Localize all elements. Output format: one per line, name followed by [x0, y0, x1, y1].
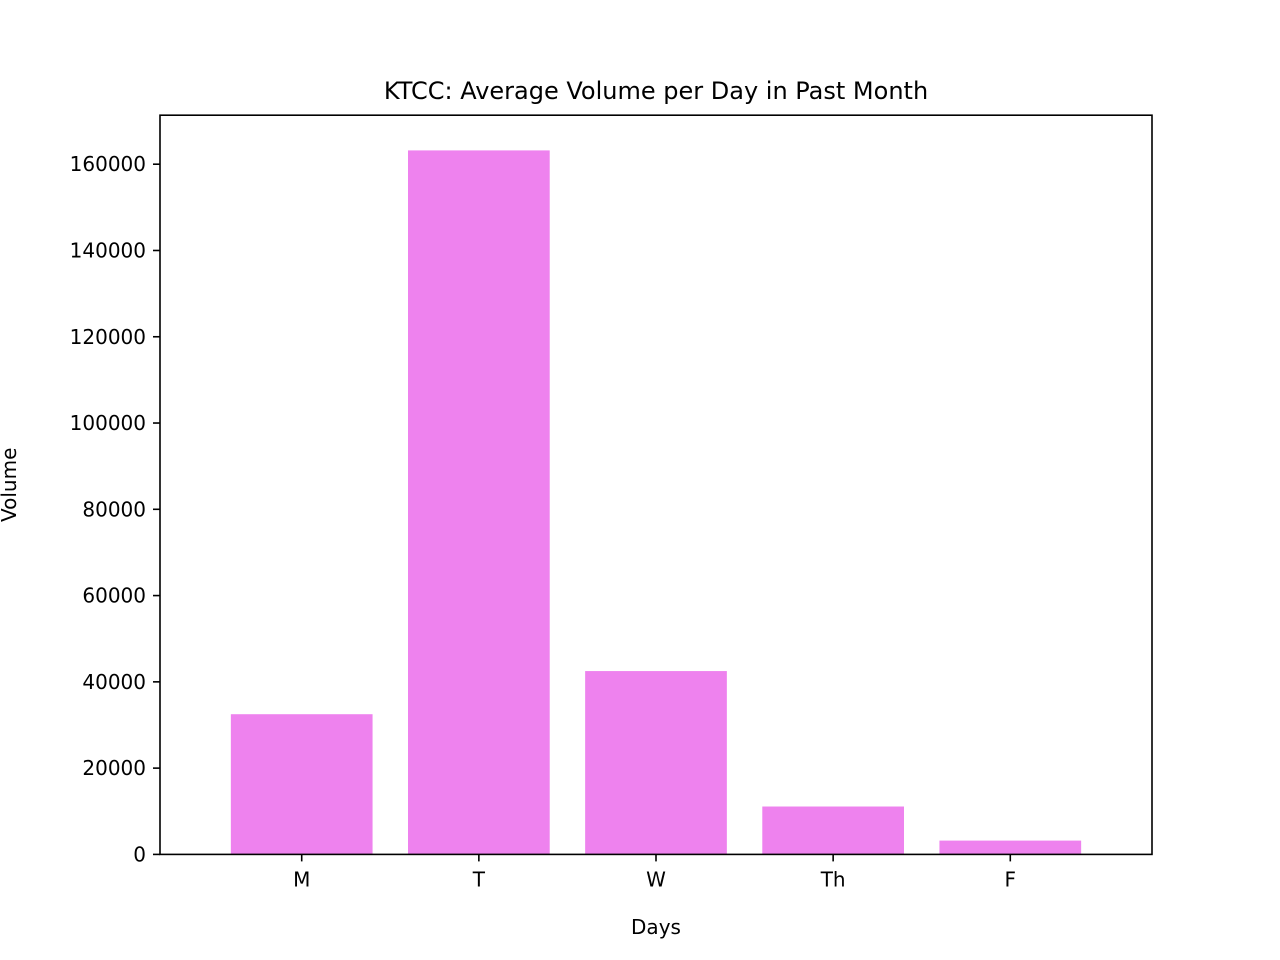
x-axis-label: Days — [631, 915, 681, 939]
y-tick-label: 80000 — [82, 497, 146, 521]
bar-th — [762, 806, 904, 855]
y-tick-label: 100000 — [70, 411, 146, 435]
plot-frame — [159, 114, 1153, 856]
y-tick-label: 140000 — [70, 238, 146, 262]
bar-m — [230, 714, 373, 855]
y-tick-label: 20000 — [82, 756, 146, 780]
x-axis-ticks: M T W Th F — [293, 854, 1016, 891]
bar-f — [939, 840, 1082, 855]
x-tick-label: F — [1005, 867, 1017, 891]
y-tick-label: 120000 — [70, 325, 146, 349]
y-tick-label: 0 — [133, 842, 146, 866]
y-axis-label: Volume — [0, 448, 21, 522]
y-tick-label: 60000 — [82, 584, 146, 608]
x-tick-label: M — [293, 867, 310, 891]
bar-w — [585, 671, 727, 855]
x-tick-label: T — [472, 867, 486, 891]
y-axis-ticks: 0 20000 40000 60000 80000 100000 120000 140000 1… — [70, 152, 160, 866]
y-tick-label: 40000 — [82, 670, 146, 694]
bars-group — [230, 150, 1082, 855]
y-tick-label: 160000 — [70, 152, 146, 176]
bar-t — [408, 150, 550, 855]
x-tick-label: W — [646, 867, 666, 891]
x-tick-label: Th — [820, 867, 846, 891]
chart-title: KTCC: Average Volume per Day in Past Mon… — [384, 77, 928, 105]
